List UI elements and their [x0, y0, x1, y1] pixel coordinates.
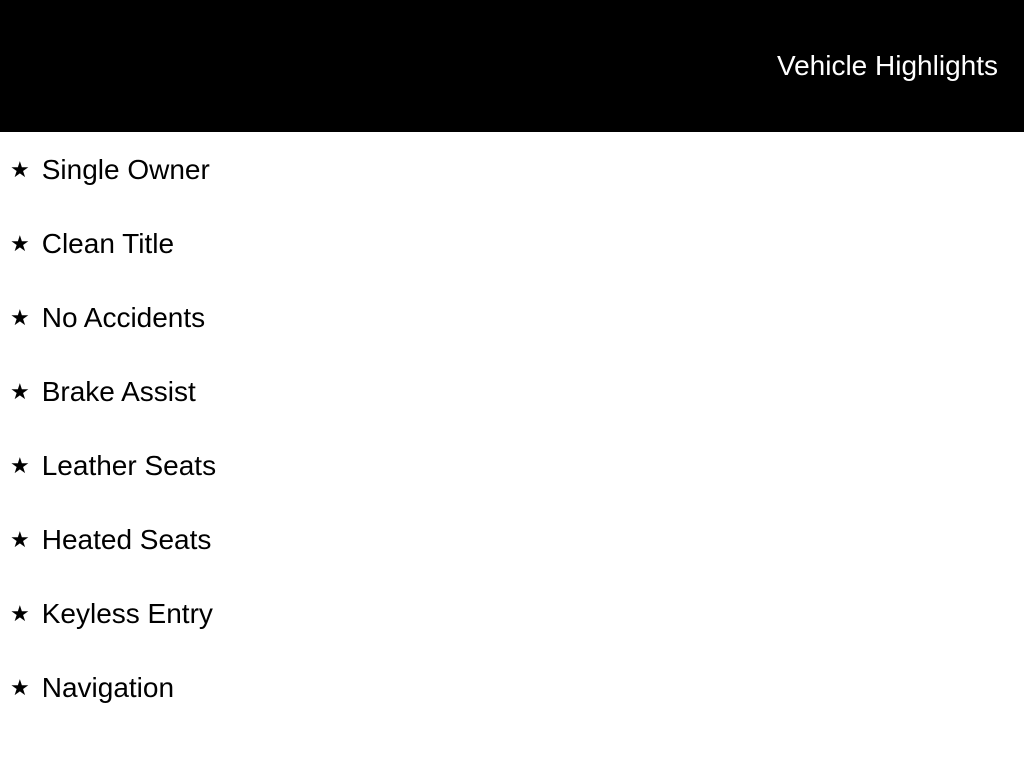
highlight-label: Single Owner	[42, 156, 210, 184]
star-icon: ★	[10, 159, 30, 181]
highlight-label: Heated Seats	[42, 526, 212, 554]
header: Vehicle Highlights	[0, 0, 1024, 132]
star-icon: ★	[10, 307, 30, 329]
highlight-label: Keyless Entry	[42, 600, 213, 628]
highlights-list: ★ Single Owner ★ Clean Title ★ No Accide…	[0, 132, 1024, 772]
list-item: ★ Clean Title	[10, 230, 1014, 258]
highlight-label: Leather Seats	[42, 452, 216, 480]
list-item: ★ Navigation	[10, 674, 1014, 702]
star-icon: ★	[10, 233, 30, 255]
star-icon: ★	[10, 677, 30, 699]
list-item: ★ No Accidents	[10, 304, 1014, 332]
list-item: ★ Heated Seats	[10, 526, 1014, 554]
list-item: ★ Single Owner	[10, 156, 1014, 184]
star-icon: ★	[10, 603, 30, 625]
highlight-label: Navigation	[42, 674, 174, 702]
page-title: Vehicle Highlights	[777, 50, 998, 82]
star-icon: ★	[10, 529, 30, 551]
highlight-label: No Accidents	[42, 304, 205, 332]
list-item: ★ Leather Seats	[10, 452, 1014, 480]
list-item: ★ Keyless Entry	[10, 600, 1014, 628]
highlight-label: Clean Title	[42, 230, 174, 258]
star-icon: ★	[10, 455, 30, 477]
list-item: ★ Brake Assist	[10, 378, 1014, 406]
highlight-label: Brake Assist	[42, 378, 196, 406]
star-icon: ★	[10, 381, 30, 403]
